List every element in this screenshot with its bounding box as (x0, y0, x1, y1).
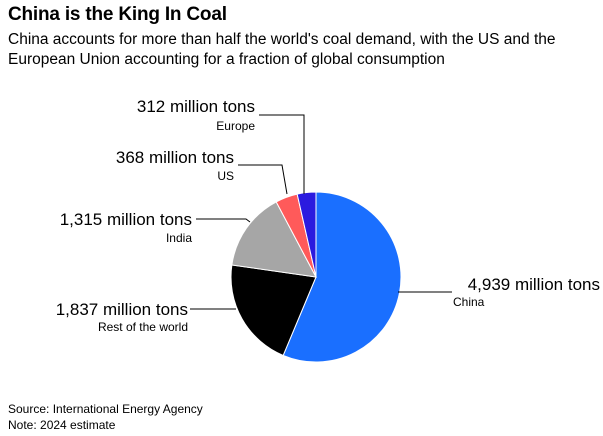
pie-slices (230, 191, 402, 363)
slice-category-label-europe: Europe (216, 119, 255, 133)
pie-chart: 4,939 million tons China 1,837 million t… (56, 97, 600, 363)
slice-category-label-china: China (453, 295, 485, 309)
chart-title: China is the King In Coal (8, 4, 227, 25)
pie-slice-rest-of-world (230, 264, 317, 357)
pie-slice-china (282, 191, 402, 363)
chart-subtitle: China accounts for more than half the wo… (8, 31, 556, 68)
slice-value-label-europe: 312 million tons (137, 97, 255, 116)
leader-lines (190, 114, 452, 310)
slice-value-label-rest-of-world: 1,837 million tons (56, 300, 188, 319)
leader-line-india (196, 218, 251, 223)
slice-category-label-us: US (217, 169, 234, 183)
leader-line-europe (259, 114, 305, 194)
pie-slice-europe (296, 191, 317, 278)
slice-value-label-india: 1,315 million tons (60, 210, 192, 229)
slice-category-label-india: India (166, 231, 192, 245)
slice-category-label-rest-of-world: Rest of the world (98, 320, 188, 334)
pie-slice-india (231, 201, 317, 278)
slice-value-label-us: 368 million tons (116, 148, 234, 167)
leader-line-us (238, 164, 288, 195)
slice-labels: 4,939 million tons China 1,837 million t… (56, 97, 600, 334)
slice-value-label-china: 4,939 million tons (468, 275, 600, 294)
footnote: Note: 2024 estimate (8, 418, 116, 432)
source-note: Source: International Energy Agency (8, 402, 203, 416)
